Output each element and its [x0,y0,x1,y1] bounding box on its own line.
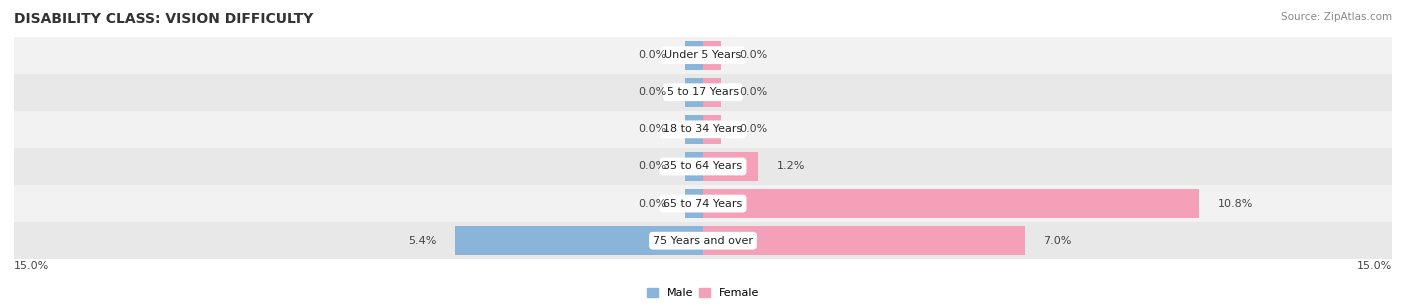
Text: 15.0%: 15.0% [14,261,49,271]
Text: Source: ZipAtlas.com: Source: ZipAtlas.com [1281,12,1392,22]
Text: 18 to 34 Years: 18 to 34 Years [664,124,742,135]
Bar [685,152,703,181]
Bar [456,226,703,255]
Bar [14,185,1392,222]
Text: 15.0%: 15.0% [1357,261,1392,271]
Bar [14,148,1392,185]
Bar [703,41,721,70]
Bar [685,189,703,218]
Text: DISABILITY CLASS: VISION DIFFICULTY: DISABILITY CLASS: VISION DIFFICULTY [14,12,314,26]
Bar [14,37,1392,74]
Text: 5 to 17 Years: 5 to 17 Years [666,87,740,97]
Text: 35 to 64 Years: 35 to 64 Years [664,161,742,171]
Bar [703,115,721,144]
Bar [703,189,1199,218]
Text: 5.4%: 5.4% [408,236,437,246]
Text: 75 Years and over: 75 Years and over [652,236,754,246]
Bar [685,41,703,70]
Bar [14,222,1392,259]
Text: 65 to 74 Years: 65 to 74 Years [664,199,742,209]
Bar [703,226,1025,255]
Text: 0.0%: 0.0% [740,124,768,135]
Text: 0.0%: 0.0% [638,199,666,209]
Text: 0.0%: 0.0% [740,87,768,97]
Bar [703,78,721,107]
Bar [703,152,758,181]
Text: 0.0%: 0.0% [740,50,768,60]
Text: Under 5 Years: Under 5 Years [665,50,741,60]
Text: 0.0%: 0.0% [638,124,666,135]
Bar [685,78,703,107]
Text: 0.0%: 0.0% [638,161,666,171]
Text: 10.8%: 10.8% [1218,199,1253,209]
Text: 7.0%: 7.0% [1043,236,1071,246]
Legend: Male, Female: Male, Female [643,284,763,303]
Bar [685,115,703,144]
Bar [14,111,1392,148]
Text: 1.2%: 1.2% [776,161,804,171]
Bar [14,74,1392,111]
Text: 0.0%: 0.0% [638,87,666,97]
Text: 0.0%: 0.0% [638,50,666,60]
